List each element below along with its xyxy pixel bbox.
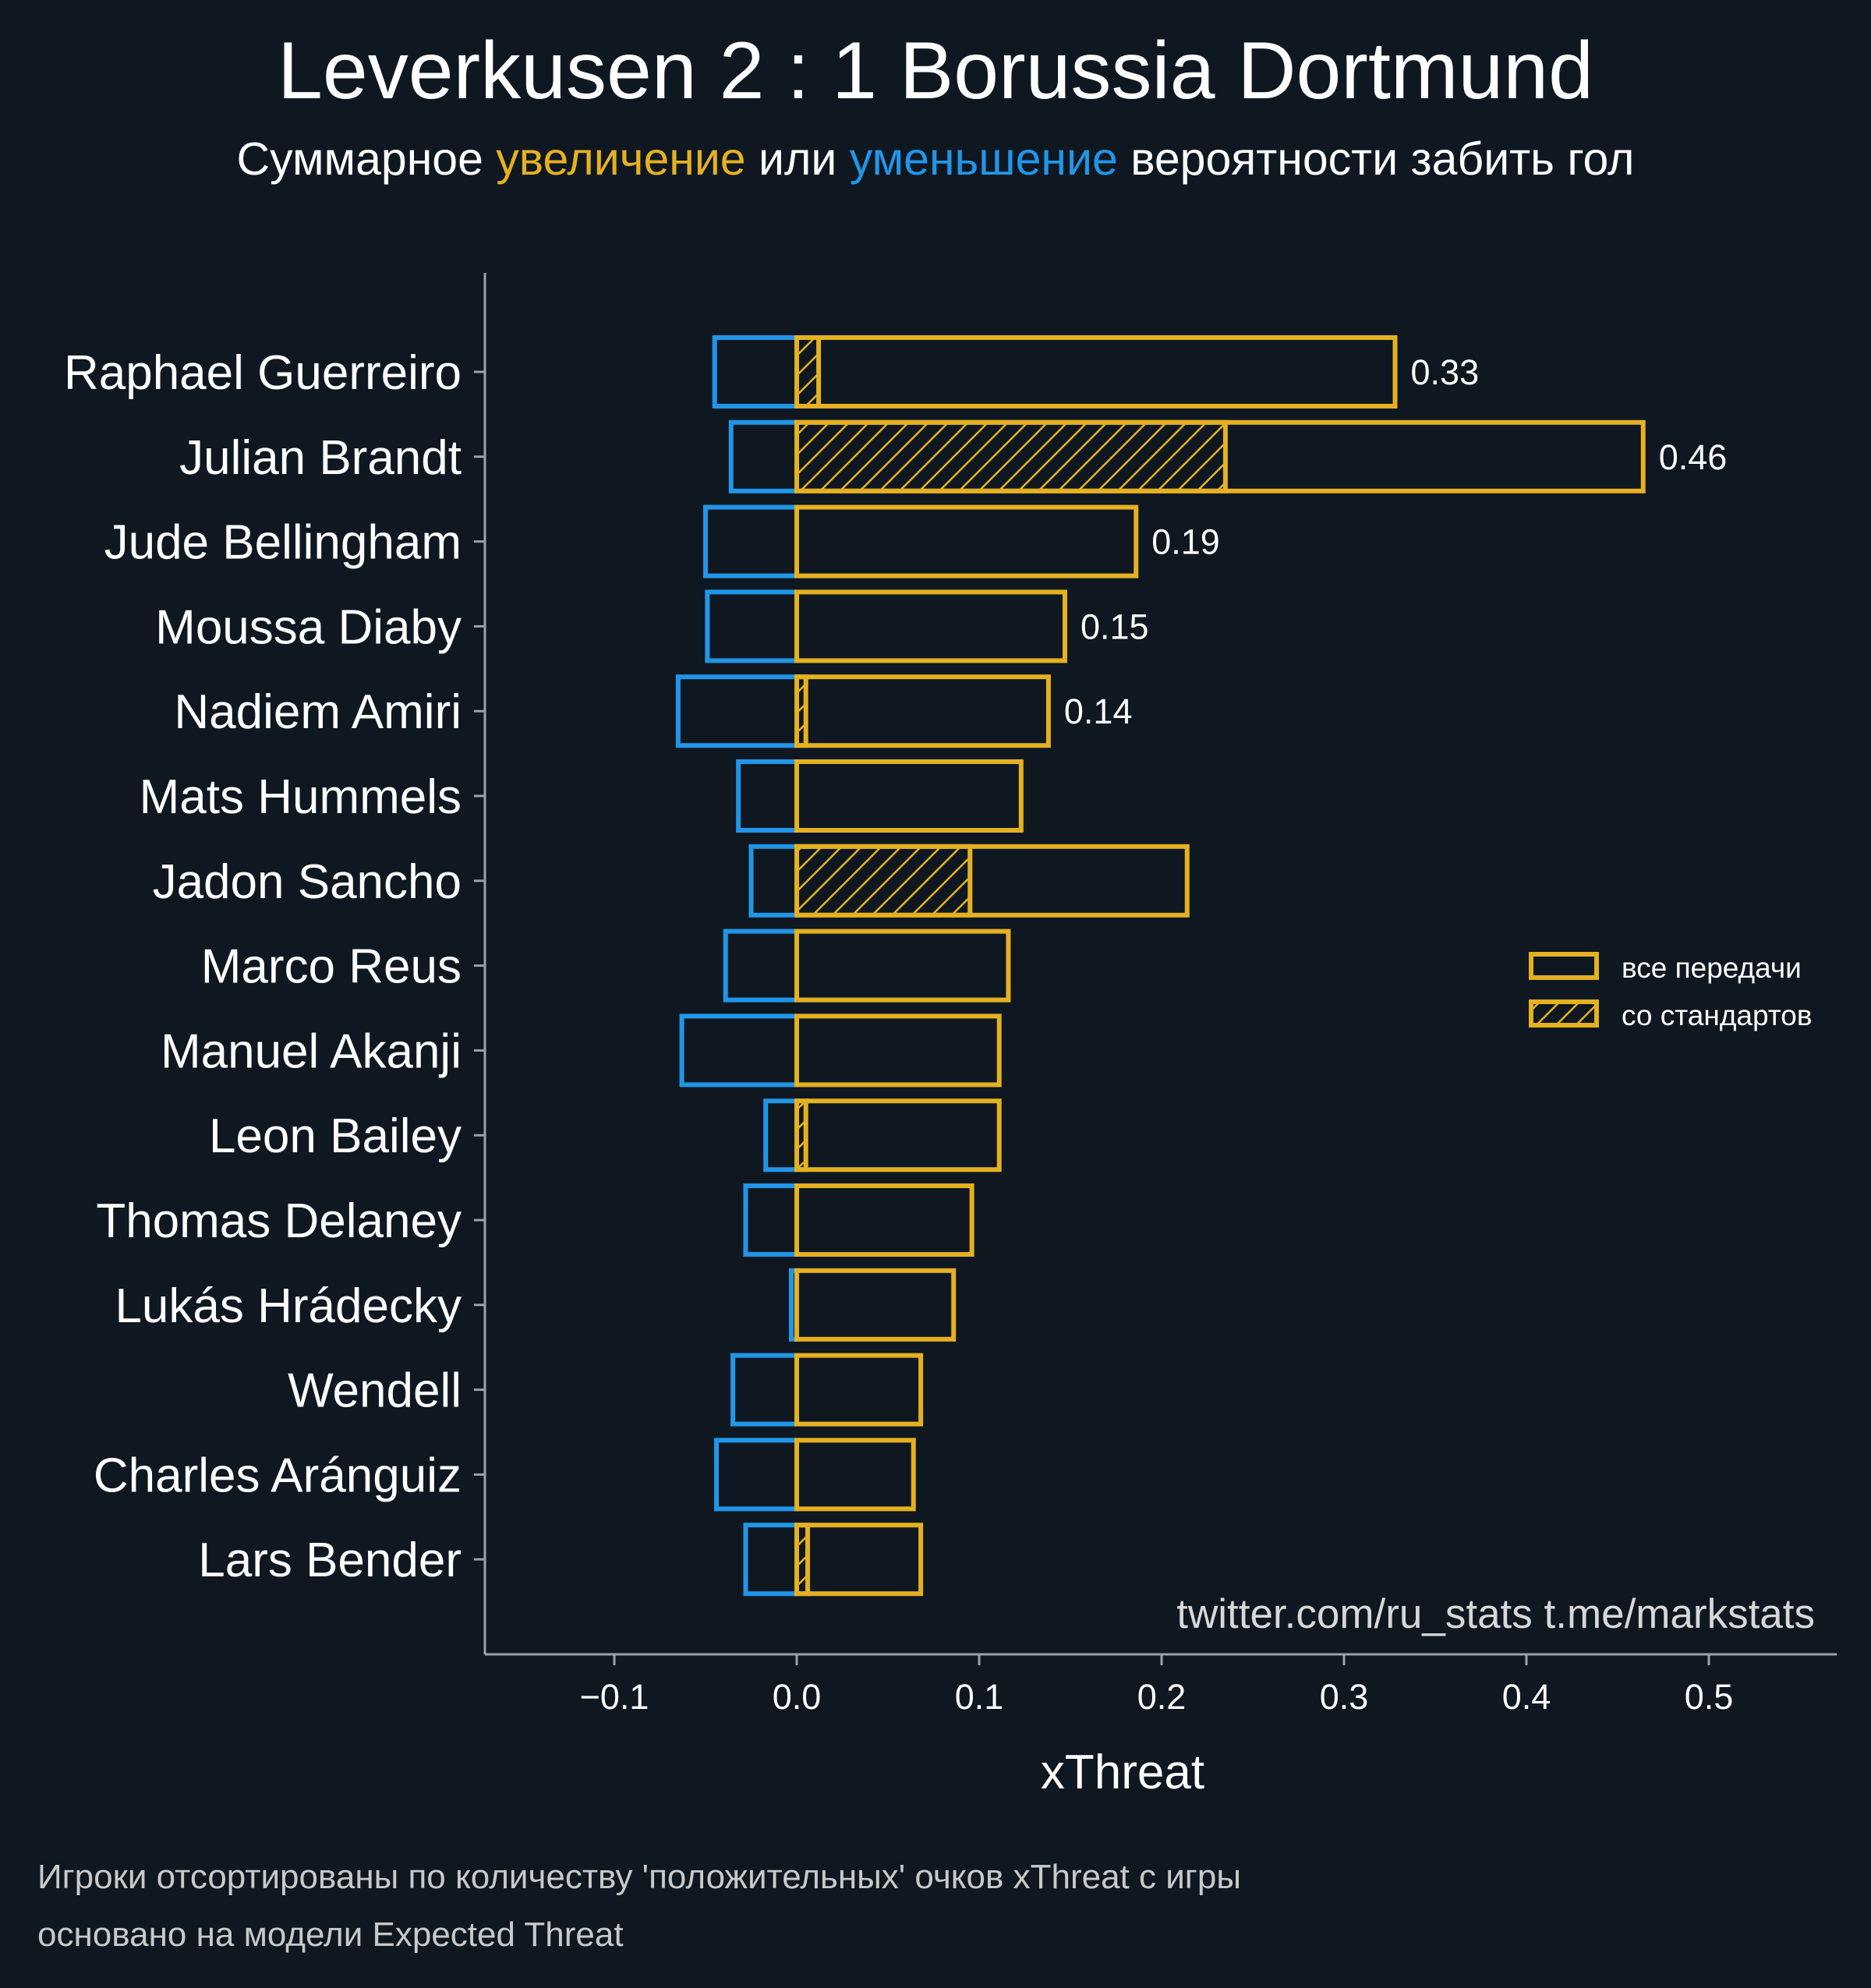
all-passes-bar	[794, 335, 1398, 409]
legend-label-all-passes: все передачи	[1622, 952, 1802, 984]
subtitle-positive: увеличение	[496, 133, 745, 185]
set-piece-bar	[794, 844, 973, 918]
subtitle-part3: вероятности забить гол	[1118, 133, 1635, 185]
value-label: 0.15	[1081, 607, 1149, 646]
player-label: Manuel Akanji	[161, 1024, 462, 1078]
player-label: Jude Bellingham	[104, 516, 462, 570]
player-label: Wendell	[288, 1364, 462, 1418]
set-piece-bar	[794, 335, 822, 409]
legend: все передачи со стандартов	[1529, 952, 1813, 1031]
player-label: Thomas Delaney	[96, 1194, 462, 1248]
player-label: Charles Aránguiz	[94, 1449, 462, 1502]
x-tick-label: 0.0	[773, 1677, 822, 1717]
subtitle-negative: уменьшение	[850, 133, 1118, 185]
plot-area: −0.1 0.0 0.1 0.2 0.3 0.4 0.5 Raphael Guerreiro 0…	[64, 273, 1837, 1717]
player-label: Julian Brandt	[179, 431, 462, 485]
all-passes-bar	[794, 844, 1190, 918]
set-piece-bar	[794, 419, 1228, 493]
all-passes-bar	[794, 759, 1024, 833]
legend-swatch-set-pieces	[1529, 999, 1599, 1028]
all-passes-bar	[794, 1353, 924, 1427]
x-tick-label: 0.2	[1137, 1677, 1187, 1717]
player-label: Marco Reus	[201, 940, 462, 994]
x-tick-label: 0.1	[955, 1677, 1004, 1717]
player-label: Moussa Diaby	[155, 600, 462, 654]
x-tick-label: 0.4	[1502, 1677, 1551, 1717]
all-passes-bar	[794, 1183, 974, 1257]
all-passes-bar	[794, 1098, 1002, 1173]
all-passes-bar	[794, 929, 1011, 1003]
value-label: 0.33	[1411, 352, 1480, 392]
all-passes-bar	[794, 419, 1646, 493]
chart-subtitle: Суммарное увеличение или уменьшение веро…	[237, 133, 1635, 185]
all-passes-bar	[794, 1523, 924, 1597]
value-label: 0.19	[1151, 522, 1220, 562]
footnote-model: основано на модели Expected Threat	[37, 1915, 624, 1954]
x-tick-label: 0.5	[1685, 1677, 1734, 1717]
player-label: Nadiem Amiri	[174, 685, 462, 739]
player-label: Lukás Hrádecky	[115, 1279, 462, 1333]
all-passes-bar	[794, 504, 1139, 578]
credit: twitter.com/ru_stats t.me/markstats	[1176, 1591, 1815, 1637]
subtitle-part1: Суммарное	[237, 133, 497, 185]
x-tick-label: −0.1	[580, 1677, 649, 1717]
subtitle-part2: или	[746, 133, 850, 185]
player-label: Mats Hummels	[140, 770, 462, 824]
player-label: Jadon Sancho	[153, 855, 462, 909]
x-axis-label: xThreat	[1041, 1746, 1204, 1799]
legend-label-set-pieces: со стандартов	[1622, 999, 1813, 1031]
all-passes-bar	[794, 1268, 957, 1342]
x-tick-label: 0.3	[1320, 1677, 1369, 1717]
all-passes-bar	[794, 1013, 1002, 1088]
all-passes-bar	[794, 589, 1067, 663]
chart-title: Leverkusen 2 : 1 Borussia Dortmund	[278, 26, 1593, 116]
legend-swatch-all-passes	[1529, 952, 1599, 980]
player-label: Raphael Guerreiro	[64, 346, 462, 400]
all-passes-bar	[794, 1438, 916, 1512]
all-passes-bar	[794, 674, 1051, 748]
player-label: Leon Bailey	[209, 1109, 462, 1163]
value-label: 0.46	[1659, 437, 1728, 477]
footnote-sorting: Игроки отсортированы по количеству 'поло…	[37, 1858, 1241, 1896]
player-label: Lars Bender	[198, 1533, 462, 1587]
value-label: 0.14	[1064, 692, 1133, 731]
